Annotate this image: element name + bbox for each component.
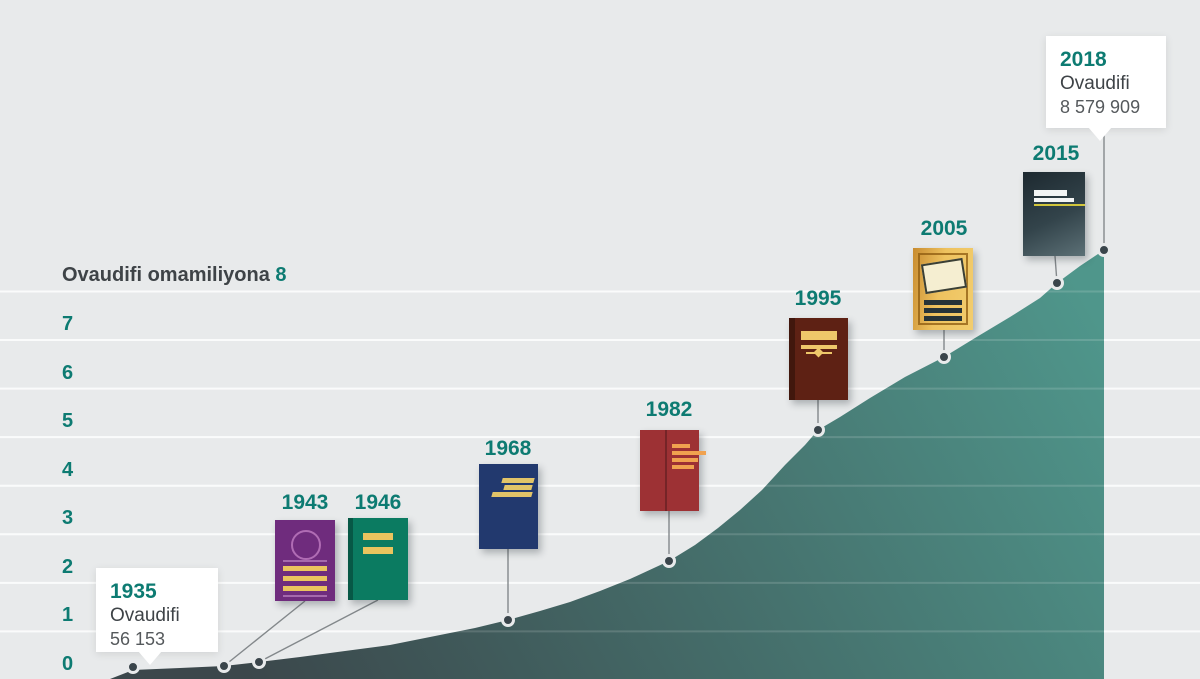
text-line xyxy=(491,492,533,497)
italic-text-lines xyxy=(481,478,538,504)
callout-2018: 2018 Ovaudifi 8 579 909 xyxy=(1046,36,1166,141)
data-point-dots xyxy=(126,243,1111,674)
diamond-ornament xyxy=(813,347,824,358)
year-label-1943: 1943 xyxy=(281,491,329,514)
callout-year: 2018 xyxy=(1060,48,1107,71)
inner-frame xyxy=(918,253,968,325)
year-label-1968: 1968 xyxy=(484,437,532,460)
amber-book-icon xyxy=(913,248,973,330)
red-book-icon xyxy=(640,430,706,511)
y-tick-label: 6 xyxy=(62,361,74,384)
data-point-dot xyxy=(811,423,825,437)
data-point-dot xyxy=(501,613,515,627)
year-label-1946: 1946 xyxy=(354,491,402,514)
data-point-dot xyxy=(1050,276,1064,290)
data-point-dot xyxy=(662,554,676,568)
data-point-dot xyxy=(126,660,140,674)
y-tick-label: 5 xyxy=(62,410,74,433)
year-label-1995: 1995 xyxy=(794,287,842,310)
slate-tablet-icon xyxy=(1023,172,1085,256)
year-label-2015: 2015 xyxy=(1032,142,1080,165)
y-tick-label: 0 xyxy=(62,653,74,675)
text-line xyxy=(283,566,327,571)
text-line xyxy=(672,444,690,448)
callout-1935: 1935 Ovaudifi 56 153 xyxy=(96,568,218,665)
maroon-book-icon xyxy=(789,318,848,400)
book-spine xyxy=(348,518,353,600)
book-spine xyxy=(789,318,795,400)
text-line xyxy=(924,316,962,321)
callout-label: Ovaudifi xyxy=(110,605,180,627)
callout-value: 8 579 909 xyxy=(1060,96,1141,117)
title-line xyxy=(801,331,837,340)
y-tick-label: 4 xyxy=(62,458,74,481)
purple-book-icon xyxy=(275,520,335,601)
rule-line xyxy=(283,595,327,597)
book-spine xyxy=(665,430,667,511)
rule-line xyxy=(1034,204,1085,206)
title-line xyxy=(363,533,393,540)
text-line xyxy=(672,458,698,462)
text-line xyxy=(1034,190,1067,196)
text-line xyxy=(924,300,962,305)
callout-value: 56 153 xyxy=(110,628,166,649)
y-tick-label: 2 xyxy=(62,555,74,578)
data-point-dot xyxy=(1097,243,1111,257)
rule-line xyxy=(283,560,327,562)
y-tick-label: 1 xyxy=(62,604,74,627)
connector-line xyxy=(258,599,379,663)
year-label-2005: 2005 xyxy=(920,217,968,240)
y-tick-label: 7 xyxy=(62,313,74,335)
title-line xyxy=(363,547,393,554)
connector-line xyxy=(223,600,306,667)
year-label-1982: 1982 xyxy=(645,398,693,421)
callout-year: 1935 xyxy=(110,580,157,603)
axis-title-highlight: 8 xyxy=(275,264,287,286)
text-line xyxy=(503,485,533,490)
text-line xyxy=(1034,198,1074,202)
title-line xyxy=(801,345,837,349)
circle-ornament xyxy=(291,530,321,560)
data-point-dot xyxy=(252,655,266,669)
callout-label: Ovaudifi xyxy=(1060,73,1130,95)
area-series xyxy=(110,250,1104,679)
axis-title-text: Ovaudifi omamiliyona xyxy=(62,264,270,286)
navy-book-icon xyxy=(479,464,538,549)
text-line xyxy=(672,451,706,455)
text-line xyxy=(672,465,694,469)
data-point-dot xyxy=(937,350,951,364)
text-line xyxy=(283,586,327,591)
data-point-dot xyxy=(217,659,231,673)
text-line xyxy=(501,478,535,483)
green-book-icon xyxy=(348,518,408,600)
text-line xyxy=(283,576,327,581)
text-line xyxy=(924,308,962,313)
axis-title: Ovaudifi omamiliyona 8 xyxy=(62,264,287,287)
y-tick-label: 3 xyxy=(62,507,74,530)
